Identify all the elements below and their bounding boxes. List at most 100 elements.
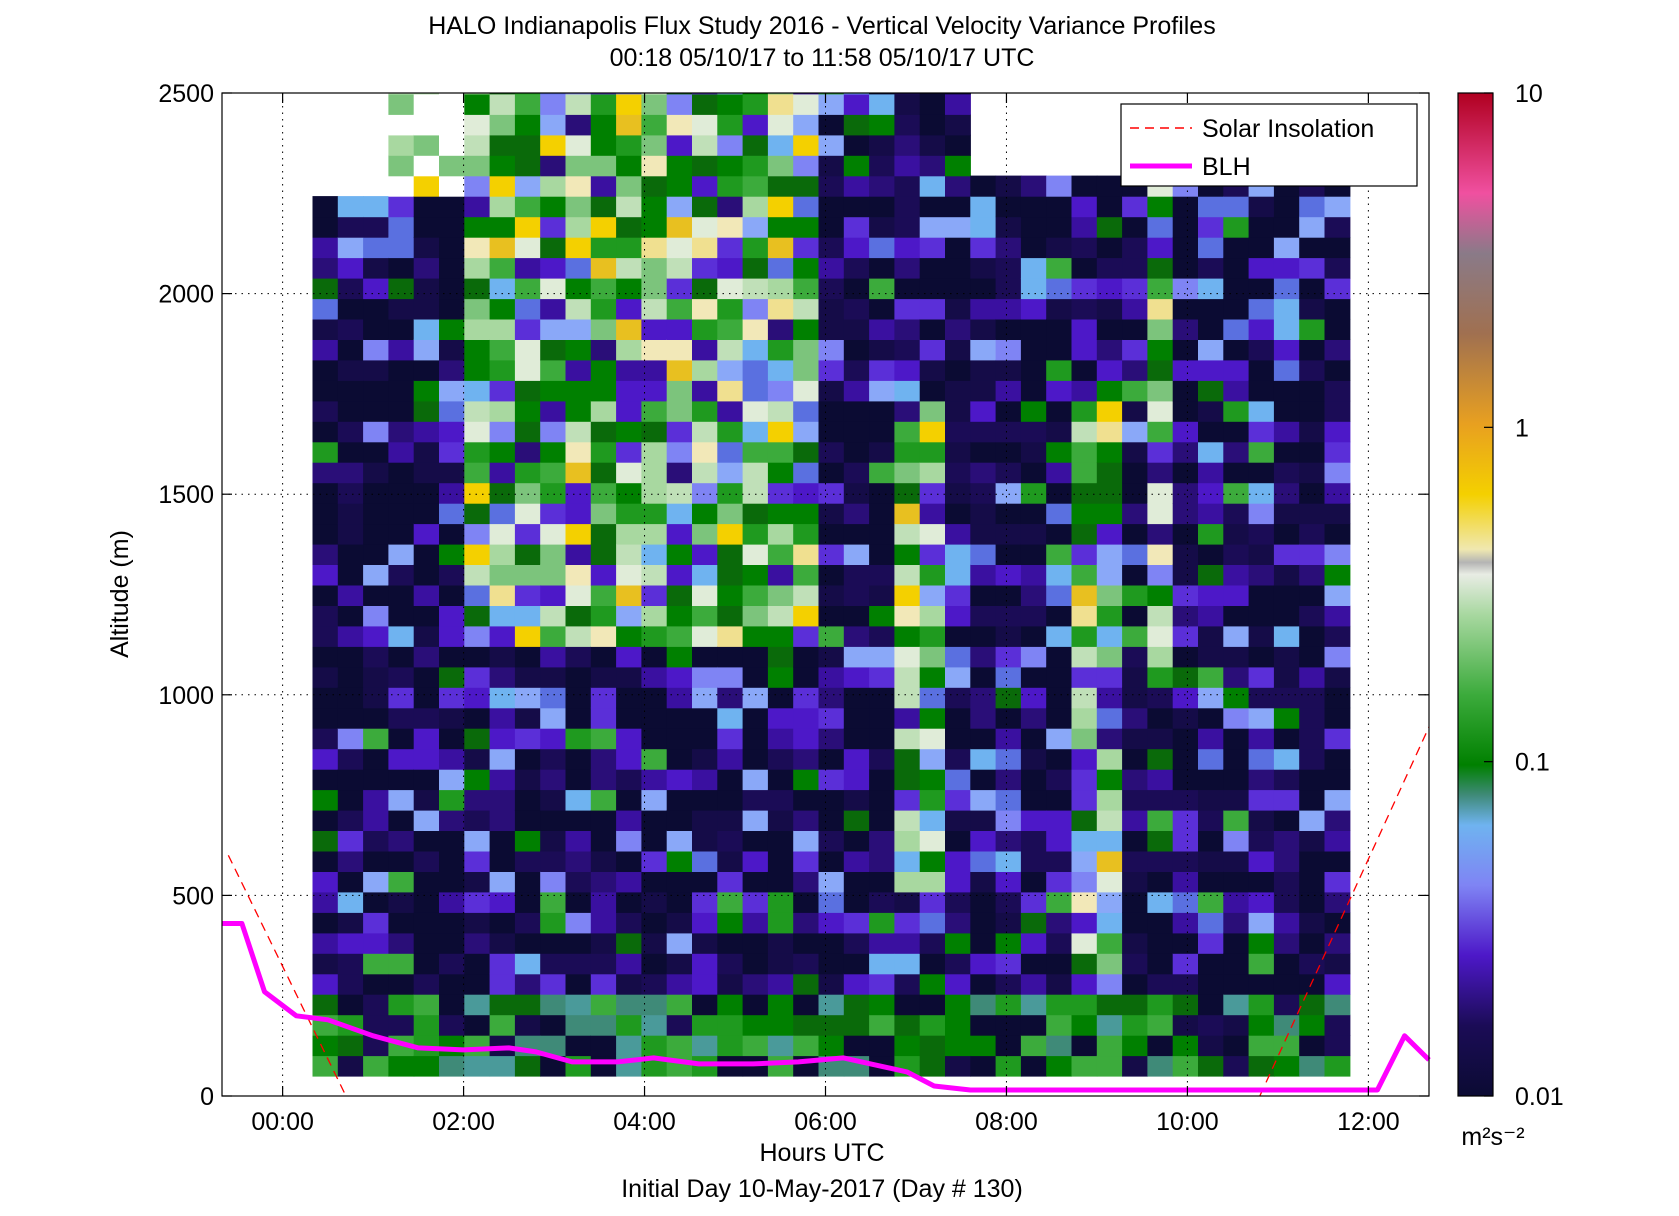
heatmap-cell xyxy=(514,584,541,606)
heatmap-cell xyxy=(945,155,971,177)
heatmap-cell xyxy=(312,441,339,463)
heatmap-cell xyxy=(1198,687,1224,709)
heatmap-cell xyxy=(1172,891,1199,913)
heatmap-cell xyxy=(919,1014,946,1036)
heatmap-cell xyxy=(1020,543,1047,565)
heatmap-cell xyxy=(945,196,971,218)
heatmap-cell xyxy=(641,912,668,934)
heatmap-cell xyxy=(565,523,592,545)
heatmap-cell xyxy=(1172,482,1199,504)
heatmap-cell xyxy=(514,257,541,279)
heatmap-cell xyxy=(464,93,491,95)
heatmap-cell xyxy=(894,564,921,586)
heatmap-cell xyxy=(692,707,718,729)
heatmap-cell xyxy=(894,114,921,136)
heatmap-cell xyxy=(793,278,820,300)
heatmap-cell xyxy=(970,932,997,954)
heatmap-cell xyxy=(616,1014,642,1036)
heatmap-cell xyxy=(540,257,567,279)
heatmap-cell xyxy=(514,912,541,934)
heatmap-cell xyxy=(1096,748,1123,770)
heatmap-cell xyxy=(312,1035,339,1057)
heatmap-cell xyxy=(869,237,895,259)
heatmap-cell xyxy=(464,728,491,750)
heatmap-cell xyxy=(388,523,415,545)
heatmap-cell xyxy=(767,1014,794,1036)
heatmap-cell xyxy=(1324,850,1351,872)
heatmap-cell xyxy=(666,932,693,954)
heatmap-cell xyxy=(1299,932,1326,954)
heatmap-cell xyxy=(388,666,415,688)
heatmap-cell xyxy=(945,503,971,525)
heatmap-cell xyxy=(590,953,617,975)
heatmap-cell xyxy=(565,973,592,995)
heatmap-cell xyxy=(717,523,744,545)
heatmap-cell xyxy=(1273,543,1300,565)
heatmap-cell xyxy=(1248,503,1275,525)
heatmap-cell xyxy=(1122,1035,1148,1057)
heatmap-cell xyxy=(692,728,718,750)
heatmap-cell xyxy=(692,298,718,320)
heatmap-cell xyxy=(1248,523,1275,545)
heatmap-cell xyxy=(1273,871,1300,893)
heatmap-cell xyxy=(1324,769,1351,791)
heatmap-cell xyxy=(489,257,516,279)
heatmap-cell xyxy=(1198,318,1224,340)
heatmap-cell xyxy=(1172,932,1199,954)
heatmap-cell xyxy=(1273,769,1300,791)
heatmap-cell xyxy=(388,809,415,831)
heatmap-cell xyxy=(995,1014,1022,1036)
heatmap-cell xyxy=(1122,687,1148,709)
heatmap-cell xyxy=(1096,994,1123,1016)
heatmap-cell xyxy=(489,278,516,300)
heatmap-cell xyxy=(869,196,895,218)
heatmap-cell xyxy=(970,196,997,218)
heatmap-cell xyxy=(818,809,845,831)
heatmap-cell xyxy=(616,809,642,831)
heatmap-cell xyxy=(464,216,491,238)
heatmap-cell xyxy=(1172,503,1199,525)
heatmap-cell xyxy=(1299,625,1326,647)
heatmap-cell xyxy=(742,584,769,606)
heatmap-cell xyxy=(1273,523,1300,545)
heatmap-cell xyxy=(413,93,440,95)
heatmap-cell xyxy=(1147,503,1174,525)
heatmap-cell xyxy=(514,196,541,218)
heatmap-cell xyxy=(1122,769,1148,791)
heatmap-cell xyxy=(919,973,946,995)
heatmap-cell xyxy=(970,380,997,402)
heatmap-cell xyxy=(565,871,592,893)
heatmap-cell xyxy=(413,973,440,995)
heatmap-cell xyxy=(919,339,946,361)
heatmap-cell xyxy=(590,482,617,504)
heatmap-cell xyxy=(742,1014,769,1036)
heatmap-cell xyxy=(1299,216,1326,238)
heatmap-cell xyxy=(1020,359,1047,381)
heatmap-cell xyxy=(565,912,592,934)
heatmap-cell xyxy=(767,769,794,791)
heatmap-cell xyxy=(894,237,921,259)
heatmap-cell xyxy=(1198,912,1224,934)
heatmap-cell xyxy=(894,298,921,320)
heatmap-cell xyxy=(970,707,997,729)
heatmap-cell xyxy=(717,707,744,729)
heatmap-cell xyxy=(489,298,516,320)
heatmap-cell xyxy=(1020,564,1047,586)
heatmap-cell xyxy=(666,523,693,545)
heatmap-cell xyxy=(843,973,870,995)
heatmap-cell xyxy=(337,666,364,688)
heatmap-cell xyxy=(641,646,668,668)
heatmap-cell xyxy=(767,1035,794,1057)
heatmap-cell xyxy=(489,462,516,484)
heatmap-cell xyxy=(540,830,567,852)
heatmap-cell xyxy=(919,748,946,770)
heatmap-cell xyxy=(945,891,971,913)
heatmap-cell xyxy=(1071,973,1098,995)
heatmap-cell xyxy=(742,441,769,463)
heatmap-cell xyxy=(1324,257,1351,279)
heatmap-cell xyxy=(995,728,1022,750)
heatmap-cell xyxy=(464,1035,491,1057)
heatmap-cell xyxy=(439,953,465,975)
heatmap-cell xyxy=(616,298,642,320)
heatmap-cell xyxy=(1071,400,1098,422)
